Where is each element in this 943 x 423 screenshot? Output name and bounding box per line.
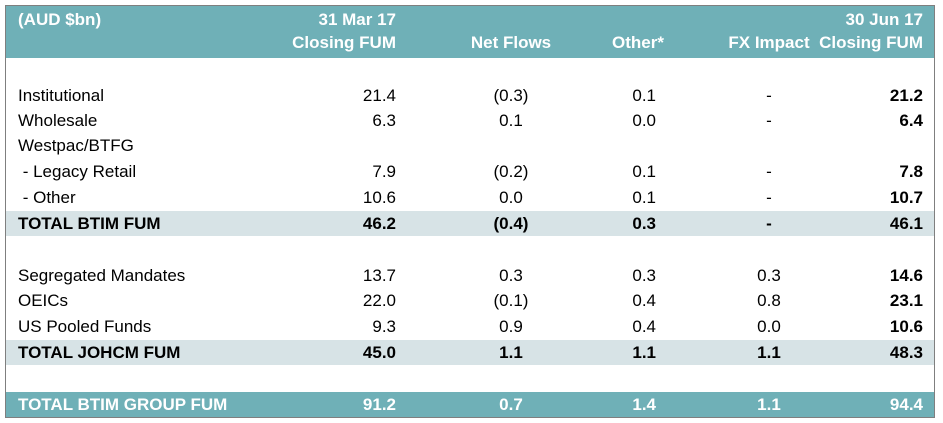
col1-header-top: 31 Mar 17 [318, 10, 397, 29]
fx-impact: 0.0 [757, 317, 781, 336]
table-row: - Legacy Retail 7.9 (0.2) 0.1 - 7.8 [6, 159, 934, 184]
other: 0.4 [632, 317, 656, 336]
row-label: TOTAL JOHCM FUM [18, 343, 181, 362]
header-row-top: (AUD $bn) 31 Mar 17 30 Jun 17 [6, 8, 934, 32]
grand-total-row: TOTAL BTIM GROUP FUM 91.2 0.7 1.4 1.1 94… [6, 392, 934, 417]
closing-fum-jun: 14.6 [889, 266, 923, 285]
closing-fum-jun: 46.1 [889, 214, 923, 233]
other: 0.1 [632, 188, 656, 207]
net-flows: 0.1 [499, 111, 523, 130]
other: 1.1 [632, 343, 656, 362]
other: 0.4 [632, 291, 656, 310]
fx-impact: 1.1 [757, 395, 781, 414]
net-flows: (0.3) [493, 86, 529, 105]
fx-impact: - [766, 111, 772, 130]
unit-label: (AUD $bn) [18, 10, 102, 29]
closing-fum-jun: 7.8 [899, 162, 923, 181]
table-row: Segregated Mandates 13.7 0.3 0.3 0.3 14.… [6, 263, 934, 288]
table-header: (AUD $bn) 31 Mar 17 30 Jun 17 Closing FU… [6, 6, 934, 58]
row-label: Westpac/BTFG [18, 136, 134, 155]
closing-fum-jun: 6.4 [899, 111, 923, 130]
closing-fum-mar: 6.3 [372, 111, 396, 130]
total-row-johcm: TOTAL JOHCM FUM 45.0 1.1 1.1 1.1 48.3 [6, 340, 934, 365]
net-flows: 1.1 [499, 343, 523, 362]
table-row: Wholesale 6.3 0.1 0.0 - 6.4 [6, 108, 934, 133]
closing-fum-jun: 10.7 [889, 188, 923, 207]
row-label: - Other [18, 188, 76, 207]
fx-impact: - [766, 162, 772, 181]
row-label: Wholesale [18, 111, 98, 130]
closing-fum-mar: 10.6 [362, 188, 396, 207]
closing-fum-mar: 45.0 [362, 343, 396, 362]
closing-fum-mar: 21.4 [362, 86, 396, 105]
net-flows: 0.9 [499, 317, 523, 336]
other: 0.1 [632, 162, 656, 181]
closing-fum-mar: 22.0 [362, 291, 396, 310]
row-label: Institutional [18, 86, 104, 105]
row-label: US Pooled Funds [18, 317, 152, 336]
col5-header-bottom: Closing FUM [819, 33, 923, 52]
row-label: TOTAL BTIM FUM [18, 214, 161, 233]
net-flows: (0.4) [493, 214, 529, 233]
closing-fum-jun: 48.3 [889, 343, 923, 362]
closing-fum-jun: 10.6 [889, 317, 923, 336]
closing-fum-mar: 9.3 [372, 317, 396, 336]
table-row: - Other 10.6 0.0 0.1 - 10.7 [6, 185, 934, 210]
col5-header-top: 30 Jun 17 [845, 10, 924, 29]
other: 0.0 [632, 111, 656, 130]
other: 1.4 [632, 395, 656, 414]
table-row: OEICs 22.0 (0.1) 0.4 0.8 23.1 [6, 288, 934, 313]
net-flows: 0.3 [499, 266, 523, 285]
closing-fum-mar: 91.2 [362, 395, 396, 414]
col4-header: FX Impact [728, 33, 810, 52]
table-row: Institutional 21.4 (0.3) 0.1 - 21.2 [6, 83, 934, 108]
fx-impact: - [766, 214, 772, 233]
closing-fum-mar: 13.7 [362, 266, 396, 285]
col1-header-bottom: Closing FUM [292, 33, 396, 52]
fx-impact: - [766, 86, 772, 105]
row-label: TOTAL BTIM GROUP FUM [18, 395, 228, 414]
row-label: Segregated Mandates [18, 266, 186, 285]
total-row-btim: TOTAL BTIM FUM 46.2 (0.4) 0.3 - 46.1 [6, 211, 934, 236]
other: 0.3 [632, 266, 656, 285]
other: 0.3 [632, 214, 656, 233]
closing-fum-jun: 23.1 [889, 291, 923, 310]
fx-impact: 1.1 [757, 343, 781, 362]
table-row: Westpac/BTFG [6, 133, 934, 158]
row-label: OEICs [18, 291, 69, 310]
net-flows: 0.0 [499, 188, 523, 207]
closing-fum-jun: 94.4 [889, 395, 923, 414]
net-flows: 0.7 [499, 395, 523, 414]
closing-fum-mar: 46.2 [362, 214, 396, 233]
row-label: - Legacy Retail [18, 162, 137, 181]
header-row-bottom: Closing FUM Net Flows Other* FX Impact C… [6, 31, 934, 55]
net-flows: (0.1) [493, 291, 529, 310]
fx-impact: - [766, 188, 772, 207]
other: 0.1 [632, 86, 656, 105]
fum-table: (AUD $bn) 31 Mar 17 30 Jun 17 Closing FU… [5, 5, 935, 418]
fx-impact: 0.8 [757, 291, 781, 310]
col2-header: Net Flows [470, 33, 552, 52]
col3-header: Other* [612, 33, 664, 52]
net-flows: (0.2) [493, 162, 529, 181]
closing-fum-mar: 7.9 [372, 162, 396, 181]
closing-fum-jun: 21.2 [889, 86, 923, 105]
fx-impact: 0.3 [757, 266, 781, 285]
table-row: US Pooled Funds 9.3 0.9 0.4 0.0 10.6 [6, 314, 934, 339]
